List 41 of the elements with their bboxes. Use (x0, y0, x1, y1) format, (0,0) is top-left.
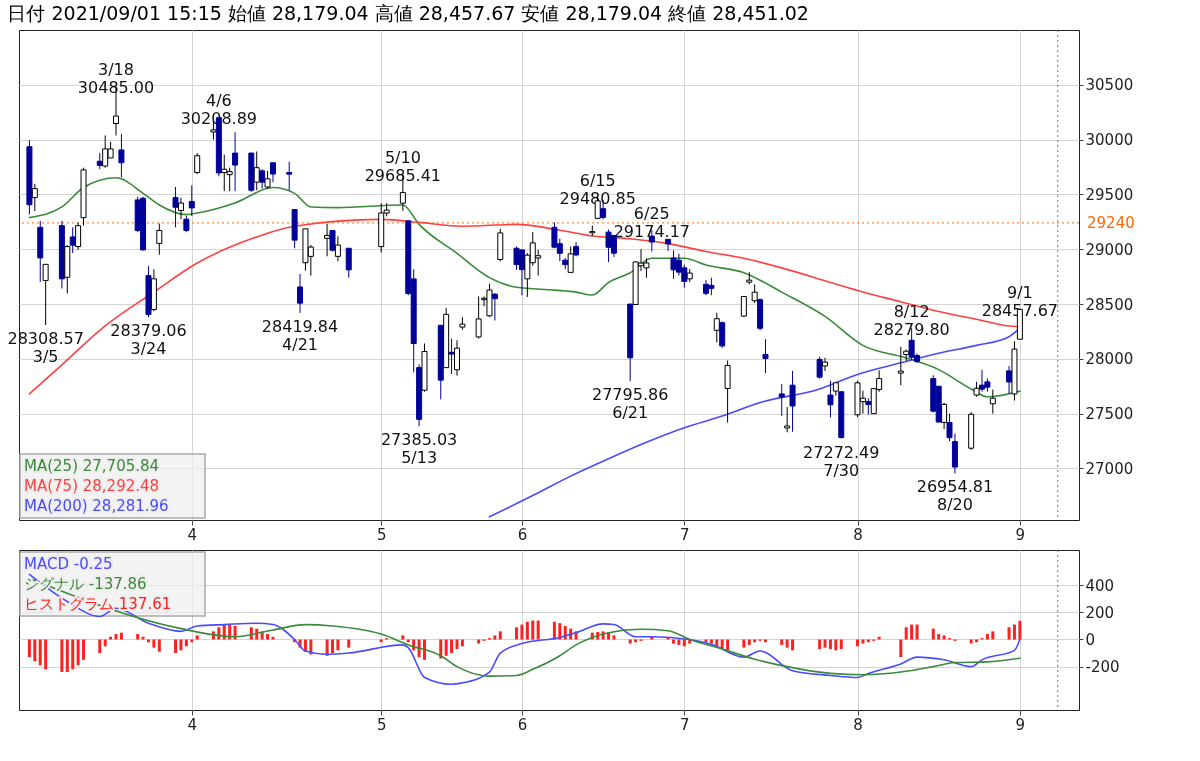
y-tick-label: -200 (1085, 658, 1120, 677)
y-tick-label: 27500 (1085, 405, 1134, 424)
annotation: 27272.49 7/30 (803, 442, 880, 480)
y-tick-label: 29000 (1085, 240, 1134, 259)
y-tick-label: 28000 (1085, 350, 1134, 369)
text: MA(25) 27,705.84 (24, 457, 160, 475)
text: MA(75) 28,292.48 (24, 477, 160, 495)
series-label: MACD -0.25 (24, 555, 113, 573)
y-tick-label: 200 (1085, 603, 1115, 622)
y-tick-label: 30500 (1085, 76, 1134, 95)
x-tick-label: 7 (680, 715, 690, 734)
annotation: 28419.84 4/21 (261, 316, 339, 354)
x-tick-label: 6 (517, 715, 528, 734)
x-tick-label: 5 (376, 715, 387, 734)
annotation: 27385.03 5/13 (380, 430, 458, 468)
annotation: 27795.86 6/21 (592, 385, 669, 423)
x-tick-label: 4 (187, 525, 198, 544)
x-tick-label: 9 (1015, 715, 1026, 734)
x-tick-label: 9 (1015, 525, 1026, 544)
annotation: 28379.06 3/24 (110, 321, 187, 359)
y-tick-label: 400 (1085, 576, 1115, 595)
x-tick-label: 6 (517, 525, 528, 544)
annotation: 3/18 30485.00 (77, 60, 155, 98)
chart-title: 日付 2021/09/01 15:15 始値 28,179.04 高値 28,457.67 安値 28,179.04 終値 28,451.02 (7, 1, 809, 24)
x-tick-label: 4 (187, 715, 198, 734)
y-tick-label: 28500 (1085, 295, 1134, 314)
x-tick-label: 7 (680, 525, 690, 544)
x-tick-label: 5 (376, 525, 387, 544)
ref-line-label: 29240 (1087, 213, 1135, 232)
annotation: 26954.81 8/20 (916, 477, 994, 515)
annotation: 4/6 30208.89 (180, 90, 258, 128)
x-tick-label: 8 (853, 525, 863, 544)
y-tick-label: 0 (1085, 630, 1096, 649)
x-tick-label: 8 (853, 715, 863, 734)
y-tick-label: 30000 (1085, 131, 1134, 150)
annotation: 9/1 28457.67 (981, 282, 1059, 320)
text: MA(200) 28,281.96 (24, 497, 169, 515)
annotation: 8/12 28279.80 (873, 302, 950, 340)
y-tick-label: 29500 (1085, 185, 1134, 204)
annotation: 5/10 29685.41 (364, 148, 442, 186)
y-tick-label: 27000 (1085, 459, 1134, 478)
